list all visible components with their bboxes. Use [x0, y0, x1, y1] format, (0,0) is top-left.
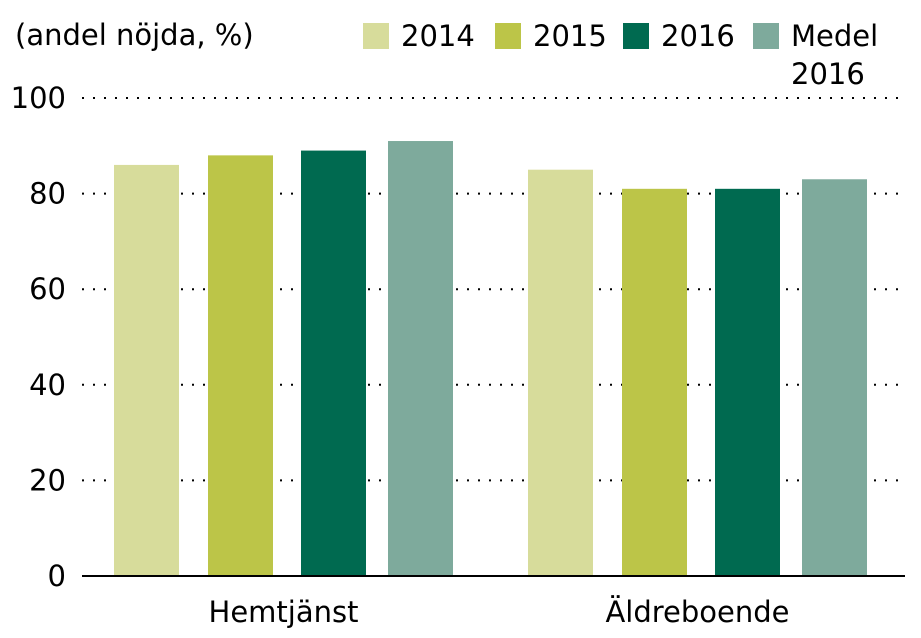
bar: [715, 188, 780, 576]
bar: [208, 155, 273, 577]
y-tick-label: 80: [29, 177, 66, 211]
bar: [802, 179, 867, 576]
y-tick-label: 0: [48, 559, 66, 593]
legend-swatch: [495, 23, 521, 49]
bar: [388, 141, 453, 576]
legend-label: 2014: [401, 19, 475, 53]
bar: [301, 150, 366, 576]
y-tick-label: 20: [29, 463, 66, 497]
unit-label: (andel nöjda, %): [15, 18, 254, 52]
bar: [528, 169, 593, 576]
legend-swatch: [623, 23, 649, 49]
x-category-label: Hemtjänst: [209, 595, 359, 629]
bar: [622, 188, 687, 576]
x-category-label: Äldreboende: [605, 595, 789, 629]
legend-label: 2015: [533, 19, 607, 53]
legend-swatch: [363, 23, 389, 49]
legend-label: 2016: [661, 19, 735, 53]
y-tick-label: 40: [29, 368, 66, 402]
legend-swatch: [753, 23, 779, 49]
legend: 2014 2015 2016 Medel 2016: [363, 19, 878, 91]
x-axis-labels: Hemtjänst Äldreboende: [209, 595, 790, 629]
gridlines: [82, 97, 905, 482]
bars: [114, 141, 867, 577]
y-axis-ticks: 0 20 40 60 80 100: [11, 81, 66, 593]
bar: [114, 164, 179, 577]
y-tick-label: 100: [11, 81, 66, 115]
y-tick-label: 60: [29, 272, 66, 306]
legend-label: Medel 2016: [791, 19, 878, 91]
